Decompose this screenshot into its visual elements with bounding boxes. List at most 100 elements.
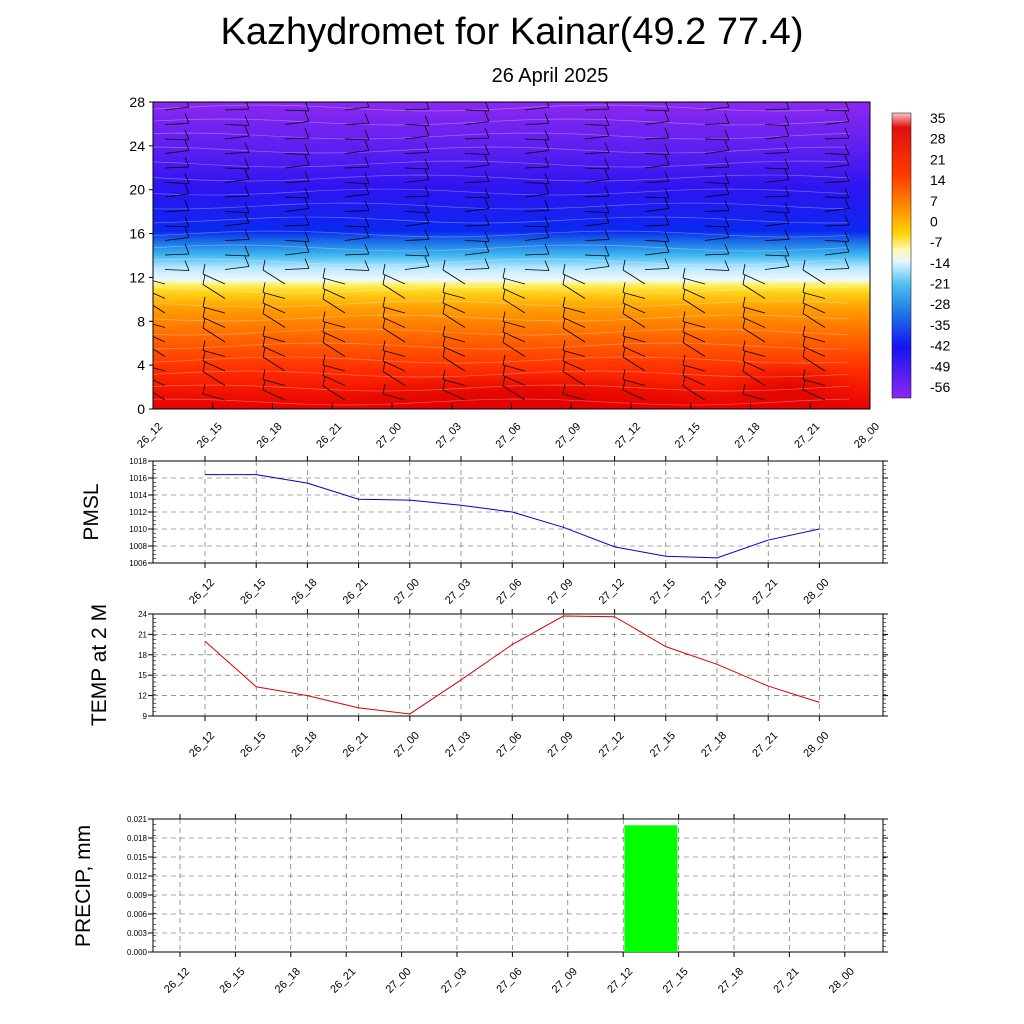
wind-barb <box>644 258 670 270</box>
temp-y-tick-label: 15 <box>138 671 147 680</box>
precip-x-tick-label: 26_18 <box>273 966 303 996</box>
wind-barb <box>224 115 250 126</box>
heatmap-x-tick-label: 26_21 <box>314 421 344 451</box>
wind-barb <box>464 258 490 270</box>
wind-barb <box>404 229 430 241</box>
wind-barb <box>704 200 730 212</box>
wind-barb <box>464 214 490 227</box>
wind-barb <box>202 296 226 314</box>
wind-barb <box>622 346 646 372</box>
wind-barb <box>382 296 406 314</box>
wind-barb <box>284 198 310 212</box>
heatmap-contour <box>153 174 850 182</box>
heatmap-x-tick-label: 27_21 <box>792 421 822 451</box>
wind-barb <box>704 260 730 271</box>
precip-y-tick-label: 0.021 <box>127 815 148 824</box>
wind-barb <box>742 350 766 372</box>
temp-x-tick-label: 27_09 <box>545 730 575 760</box>
wind-barb <box>644 231 670 242</box>
wind-barb <box>262 369 286 386</box>
wind-barb <box>404 125 430 140</box>
wind-barb <box>584 142 610 154</box>
wind-barb <box>524 113 550 125</box>
wind-barb <box>584 212 610 227</box>
wind-barb <box>202 340 226 357</box>
wind-barb <box>442 369 466 386</box>
colorbar-label: -56 <box>930 379 950 395</box>
pmsl-y-tick-label: 1006 <box>129 559 147 568</box>
wind-barb <box>322 321 346 343</box>
pmsl-x-tick-label: 27_21 <box>750 577 780 607</box>
wind-barb <box>164 129 190 141</box>
heatmap-contour <box>153 272 850 280</box>
wind-barb <box>644 144 670 155</box>
precip-x-tick-label: 27_09 <box>550 966 580 996</box>
heatmap-warm-area <box>720 360 860 409</box>
wind-barb <box>322 354 346 372</box>
wind-barb <box>153 323 166 328</box>
wind-barb <box>404 102 430 111</box>
precip-x-tick-label: 27_21 <box>771 966 801 996</box>
colorbar-label: 0 <box>930 213 938 229</box>
wind-barb <box>824 231 850 242</box>
wind-barb <box>524 227 550 241</box>
wind-barb <box>262 292 286 314</box>
precip-x-tick-label: 27_03 <box>439 966 469 996</box>
wind-barb <box>464 241 490 256</box>
wind-barb <box>562 383 586 401</box>
wind-barb <box>742 263 766 285</box>
wind-barb <box>224 102 250 111</box>
wind-barb <box>284 214 310 227</box>
wind-barb <box>764 142 790 154</box>
wind-barb <box>622 259 646 285</box>
wind-barb <box>322 311 346 328</box>
wind-barb <box>404 245 430 257</box>
heatmap-panel: 0 4 8 12 16 20 24 28 26_12 26_15 26_18 26_21 27_00 2… <box>129 94 882 451</box>
wind-barb <box>644 171 670 183</box>
wind-barb <box>153 379 166 386</box>
wind-barb <box>802 379 826 401</box>
wind-barb <box>682 321 706 343</box>
wind-barb <box>562 317 586 343</box>
heatmap-contour <box>153 258 850 266</box>
wind-barb <box>622 303 646 328</box>
wind-barb <box>442 303 466 328</box>
wind-barb <box>322 375 346 401</box>
wind-barb <box>682 354 706 372</box>
wind-barb <box>682 332 706 357</box>
wind-barb <box>524 173 550 184</box>
wind-barb <box>344 227 370 241</box>
wind-barb <box>802 259 826 285</box>
heatmap-contour <box>153 328 850 336</box>
colorbar-bar <box>891 112 912 399</box>
wind-barb <box>322 332 346 357</box>
wind-barb <box>464 127 490 140</box>
wind-barb <box>704 156 730 169</box>
pmsl-x-tick-label: 27_03 <box>443 577 473 607</box>
precip-y-tick-label: 0.000 <box>127 948 148 957</box>
wind-barb <box>404 212 430 227</box>
wind-barb <box>382 383 406 401</box>
wind-barb <box>164 173 190 184</box>
wind-barb <box>584 125 610 140</box>
heatmap-contour <box>153 132 850 140</box>
wind-barb <box>802 369 826 386</box>
wind-barb <box>704 129 730 141</box>
temp-x-tick-label: 26_21 <box>341 730 371 760</box>
temp-x-tick-label: 28_00 <box>801 730 831 760</box>
wind-barb <box>524 216 550 228</box>
wind-barb <box>224 256 250 270</box>
pmsl-y-tick-label: 1008 <box>129 542 147 551</box>
precip-y-tick-label: 0.009 <box>127 891 148 900</box>
pmsl-x-tick-label: 27_15 <box>648 577 678 607</box>
temp-axis-label: TEMP at 2 M <box>88 604 111 726</box>
wind-barb <box>824 187 850 199</box>
wind-barb <box>824 154 850 169</box>
wind-barb <box>224 169 250 183</box>
wind-barb <box>824 144 850 155</box>
wind-barb <box>344 129 370 141</box>
wind-barb <box>164 183 190 198</box>
wind-barb <box>202 361 226 386</box>
wind-barb <box>502 267 526 285</box>
wind-barb <box>344 113 370 125</box>
